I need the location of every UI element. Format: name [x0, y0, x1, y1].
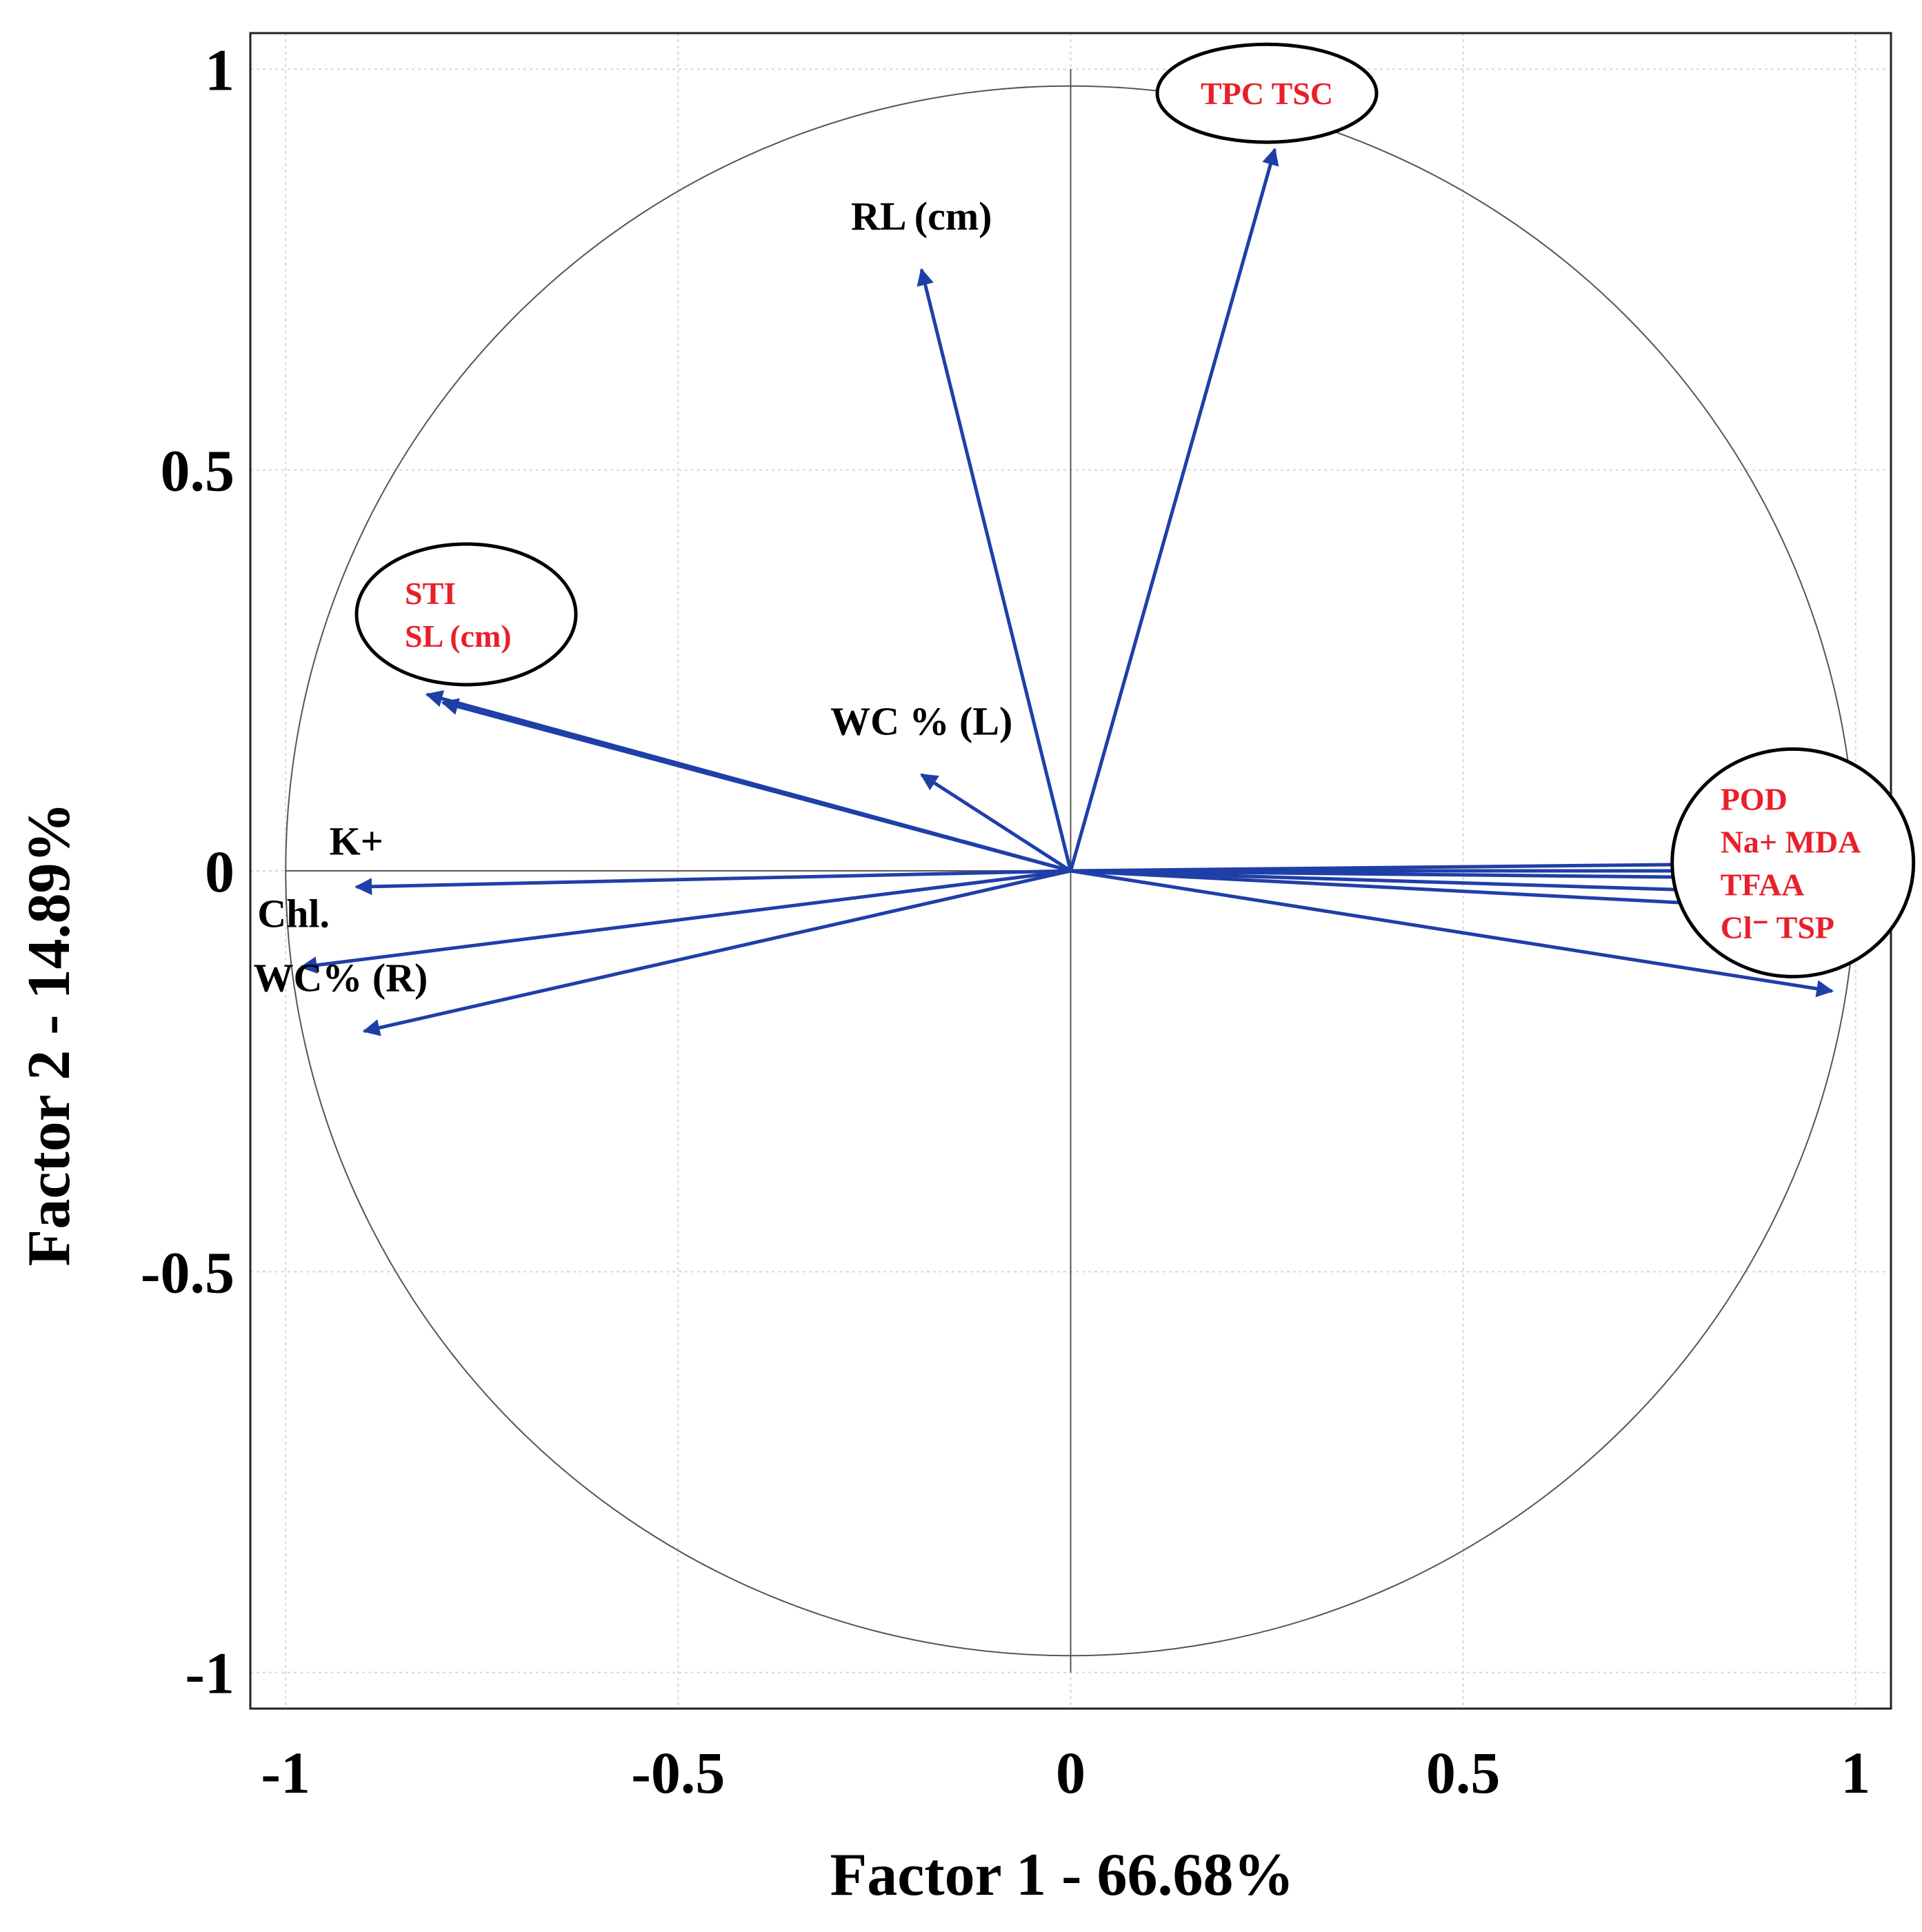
x-tick-label: 0.5 [1426, 1740, 1501, 1806]
group-ellipse [1155, 42, 1379, 144]
vector-label: K+ [330, 819, 383, 864]
y-tick-label: 1 [205, 37, 234, 103]
loading-vector-chl- [299, 869, 1071, 974]
group-label: Na+ MDA [1721, 824, 1861, 859]
loading-vector-wc-r- [362, 869, 1072, 1036]
group-label: SL (cm) [405, 618, 512, 654]
group-label: STI [405, 576, 456, 611]
group-ellipse [1670, 747, 1916, 978]
y-axis-title: Factor 2 - 14.89% [16, 803, 83, 1267]
loading-vector-wc-l- [920, 773, 1072, 873]
loading-vector-tpc-tsc [1069, 148, 1279, 872]
y-tick-label: 0.5 [161, 438, 235, 504]
x-tick-label: -0.5 [631, 1740, 725, 1806]
group-label: TFAA [1721, 867, 1805, 902]
group-label: Cl⁻ TSP [1721, 909, 1834, 945]
group-ellipse [354, 542, 578, 687]
y-tick-labels: -1 -0.5 0 0.5 1 [141, 37, 234, 1706]
x-tick-label: 1 [1841, 1740, 1870, 1806]
vector-label: WC% (R) [253, 955, 428, 1000]
vector-label: RL (cm) [851, 194, 992, 239]
loading-vector-k- [354, 869, 1071, 896]
group-label: TPC TSC [1201, 76, 1333, 111]
circled-groups: TPC TSC STI SL (cm) POD Na+ MDA TFAA Cl⁻ TSP [354, 42, 1916, 978]
x-axis-title: Factor 1 - 66.68% [830, 1842, 1294, 1909]
vector-label: WC % (L) [830, 698, 1012, 743]
x-tick-label: 0 [1056, 1740, 1085, 1806]
loading-vector-rl-cm- [917, 268, 1072, 872]
y-tick-label: 0 [205, 838, 234, 905]
loading-vector-tsp [1070, 869, 1834, 998]
x-tick-labels: -1 -0.5 0 0.5 1 [261, 1740, 1870, 1806]
y-tick-label: -1 [185, 1640, 234, 1707]
x-tick-label: -1 [261, 1740, 310, 1806]
loading-vector-sl-cm- [441, 698, 1072, 873]
vector-labels: RL (cm) WC % (L) K+Chl. WC% (R) [253, 194, 1012, 1000]
y-tick-label: -0.5 [141, 1239, 234, 1305]
group-label: POD [1721, 781, 1788, 816]
vector-label: Chl. [257, 891, 330, 936]
